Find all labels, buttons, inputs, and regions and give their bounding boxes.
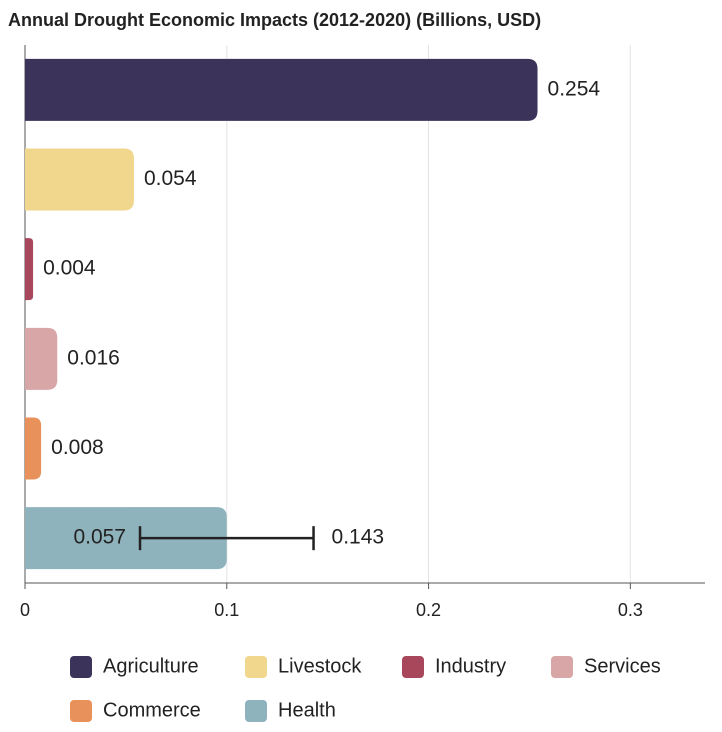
bar	[25, 58, 538, 121]
value-label: 0.054	[144, 167, 197, 190]
x-tick-label: 0	[20, 600, 30, 620]
legend-swatch	[70, 700, 92, 722]
bar	[25, 507, 227, 570]
legend-swatch	[245, 700, 267, 722]
value-label: 0.004	[43, 257, 96, 280]
legend-swatch	[70, 656, 92, 678]
bar	[25, 238, 34, 301]
bar	[25, 417, 42, 480]
x-tick-label: 0.3	[618, 600, 643, 620]
legend-label: Agriculture	[103, 655, 199, 677]
legend-swatch	[402, 656, 424, 678]
legend-swatch	[551, 656, 573, 678]
bar	[25, 327, 58, 390]
legend-label: Livestock	[278, 655, 362, 677]
value-label: 0.008	[51, 436, 104, 459]
x-tick-label: 0.1	[214, 600, 239, 620]
legend-label: Services	[584, 655, 661, 677]
value-label: 0.016	[67, 346, 120, 369]
legend-label: Health	[278, 699, 336, 721]
x-tick-label: 0.2	[416, 600, 441, 620]
bar	[25, 148, 134, 211]
chart-title: Annual Drought Economic Impacts (2012-20…	[8, 10, 541, 30]
legend-label: Industry	[435, 655, 506, 677]
legend-label: Commerce	[103, 699, 201, 721]
legend-swatch	[245, 656, 267, 678]
value-label: 0.254	[548, 77, 601, 100]
error-label: 0.057	[73, 526, 126, 549]
error-label: 0.143	[332, 526, 385, 549]
